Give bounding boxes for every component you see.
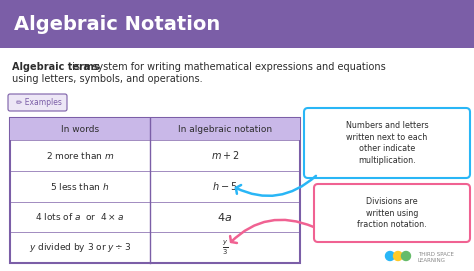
Text: In words: In words bbox=[61, 124, 99, 134]
Text: 5 less than $h$: 5 less than $h$ bbox=[50, 181, 109, 192]
FancyBboxPatch shape bbox=[10, 118, 300, 140]
FancyBboxPatch shape bbox=[314, 184, 470, 242]
Text: THIRD SPACE
LEARNING: THIRD SPACE LEARNING bbox=[418, 252, 454, 263]
Text: ✏ Examples: ✏ Examples bbox=[16, 98, 62, 107]
Text: Numbers and letters
written next to each
other indicate
multiplication.: Numbers and letters written next to each… bbox=[346, 121, 428, 165]
Text: Algebraic Notation: Algebraic Notation bbox=[14, 15, 220, 34]
FancyBboxPatch shape bbox=[8, 94, 67, 111]
Text: $\frac{y}{3}$: $\frac{y}{3}$ bbox=[222, 238, 228, 257]
Text: is a system for writing mathematical expressions and equations: is a system for writing mathematical exp… bbox=[69, 62, 386, 72]
Text: 4 lots of $a$  or  $4 \times a$: 4 lots of $a$ or $4 \times a$ bbox=[36, 211, 125, 222]
Text: In algebraic notation: In algebraic notation bbox=[178, 124, 272, 134]
FancyBboxPatch shape bbox=[304, 108, 470, 178]
Text: $m + 2$: $m + 2$ bbox=[210, 149, 239, 161]
Text: Algebraic terms: Algebraic terms bbox=[12, 62, 100, 72]
Text: $h - 5$: $h - 5$ bbox=[212, 180, 238, 192]
Text: $y$ divided by 3 or $y \div 3$: $y$ divided by 3 or $y \div 3$ bbox=[29, 241, 131, 254]
FancyBboxPatch shape bbox=[0, 0, 474, 48]
Text: Divisions are
written using
fraction notation.: Divisions are written using fraction not… bbox=[357, 197, 427, 229]
Text: 2 more than $m$: 2 more than $m$ bbox=[46, 150, 114, 161]
FancyBboxPatch shape bbox=[10, 118, 300, 263]
Circle shape bbox=[401, 251, 410, 260]
Text: $4a$: $4a$ bbox=[218, 211, 233, 223]
Text: using letters, symbols, and operations.: using letters, symbols, and operations. bbox=[12, 74, 202, 84]
Circle shape bbox=[385, 251, 394, 260]
Circle shape bbox=[393, 251, 402, 260]
